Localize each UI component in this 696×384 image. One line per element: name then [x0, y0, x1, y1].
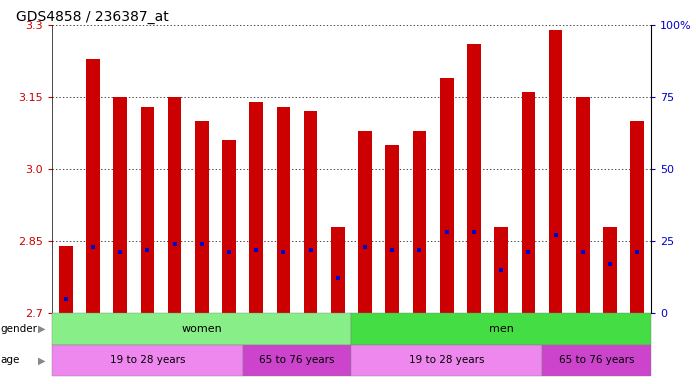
Point [414, 247, 425, 253]
Text: ▶: ▶ [38, 324, 45, 334]
Text: gender: gender [1, 324, 38, 334]
Point [61, 296, 72, 302]
Bar [276, 107, 290, 313]
Bar [631, 121, 644, 313]
Bar [86, 58, 100, 313]
Bar [222, 140, 236, 313]
Point [604, 261, 615, 267]
Bar [59, 246, 72, 313]
Bar [52, 313, 351, 345]
Bar [113, 97, 127, 313]
Bar [440, 78, 454, 313]
Bar [195, 121, 209, 313]
Bar [331, 227, 345, 313]
Bar [576, 97, 590, 313]
Text: women: women [182, 324, 222, 334]
Point [142, 247, 153, 253]
Point [88, 244, 99, 250]
Text: GDS4858 / 236387_at: GDS4858 / 236387_at [16, 10, 169, 24]
Bar [467, 44, 481, 313]
Point [196, 241, 207, 247]
Point [223, 250, 235, 256]
Bar [358, 131, 372, 313]
Point [251, 247, 262, 253]
Text: age: age [1, 356, 20, 366]
Bar [521, 92, 535, 313]
Bar [548, 30, 562, 313]
Text: men: men [489, 324, 514, 334]
Text: ▶: ▶ [38, 356, 45, 366]
Point [115, 250, 126, 256]
Bar [141, 107, 155, 313]
Bar [542, 345, 651, 376]
Bar [243, 345, 351, 376]
Bar [413, 131, 426, 313]
Point [631, 250, 642, 256]
Point [441, 229, 452, 235]
Bar [351, 313, 651, 345]
Point [468, 229, 480, 235]
Point [523, 250, 534, 256]
Bar [603, 227, 617, 313]
Point [387, 247, 398, 253]
Point [550, 232, 561, 238]
Bar [249, 102, 263, 313]
Text: 65 to 76 years: 65 to 76 years [260, 356, 335, 366]
Bar [168, 97, 182, 313]
Point [332, 275, 343, 281]
Text: 65 to 76 years: 65 to 76 years [559, 356, 634, 366]
Point [305, 247, 316, 253]
Bar [304, 111, 317, 313]
Bar [351, 345, 542, 376]
Text: 19 to 28 years: 19 to 28 years [110, 356, 185, 366]
Point [360, 244, 371, 250]
Bar [494, 227, 508, 313]
Point [577, 250, 588, 256]
Bar [52, 345, 243, 376]
Point [278, 250, 289, 256]
Text: 19 to 28 years: 19 to 28 years [409, 356, 484, 366]
Point [496, 266, 507, 273]
Bar [386, 145, 399, 313]
Point [169, 241, 180, 247]
